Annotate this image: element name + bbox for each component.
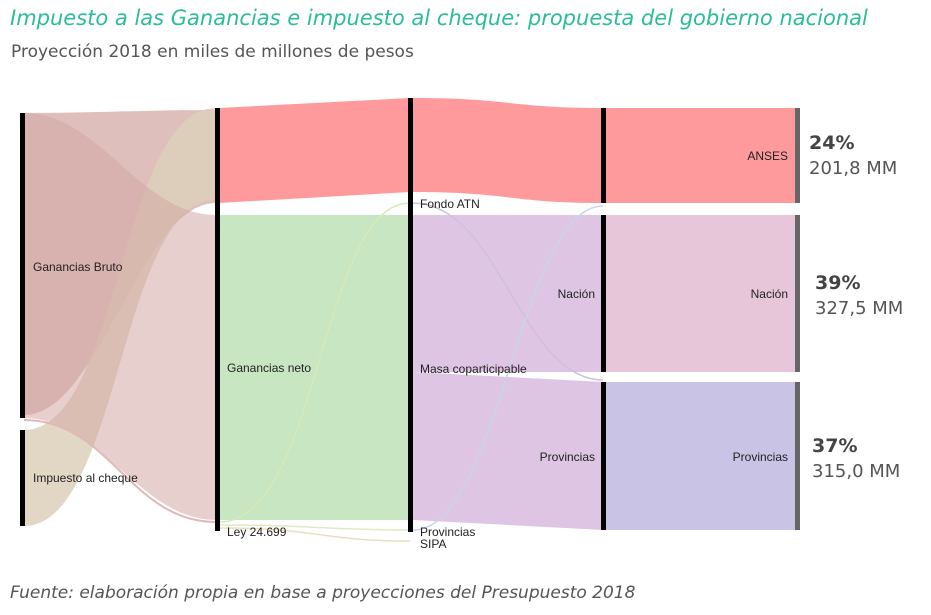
label-sipa: SIPA bbox=[420, 537, 446, 551]
link-anses-3 bbox=[606, 108, 796, 203]
node-nacion-mid bbox=[601, 215, 606, 372]
label-provincias-final: Provincias bbox=[733, 450, 788, 464]
sankey-nodes bbox=[20, 98, 800, 532]
node-provincias-mid bbox=[601, 382, 606, 530]
link-provincias-final bbox=[606, 382, 796, 530]
link-ley-sipa bbox=[218, 527, 411, 542]
label-ganancias-neto: Ganancias neto bbox=[227, 361, 311, 375]
result-bar-nacion bbox=[795, 215, 800, 372]
result-anses-amount: 201,8 MM bbox=[809, 158, 897, 179]
label-provincias-small: Provincias bbox=[420, 525, 475, 539]
link-masa-provincias bbox=[413, 372, 603, 530]
node-anses-mid bbox=[601, 108, 606, 203]
link-ley-provincias bbox=[218, 524, 411, 531]
link-ganancias-neto bbox=[24, 113, 216, 520]
node-column-2 bbox=[215, 108, 220, 531]
link-neto-masa bbox=[219, 215, 410, 520]
link-masa-nacion bbox=[413, 215, 603, 372]
label-fondo-atn: Fondo ATN bbox=[420, 197, 480, 211]
chart-subtitle: Proyección 2018 en miles de millones de … bbox=[11, 42, 414, 62]
result-nacion-pct: 39% bbox=[815, 272, 860, 294]
result-provincias-pct: 37% bbox=[812, 435, 857, 457]
link-provincias-small-final bbox=[412, 205, 604, 531]
link-anses-2 bbox=[413, 98, 603, 203]
node-ganancias-bruto bbox=[20, 113, 25, 418]
sankey-links bbox=[23, 98, 796, 542]
sankey-labels: Ganancias Bruto Impuesto al cheque Ganan… bbox=[33, 149, 788, 551]
label-nacion-final: Nación bbox=[751, 287, 788, 301]
result-nacion-amount: 327,5 MM bbox=[815, 298, 903, 319]
node-column-3 bbox=[408, 98, 413, 532]
chart-title: Impuesto a las Ganancias e impuesto al c… bbox=[10, 6, 868, 30]
link-ley-fondo bbox=[218, 202, 411, 523]
source-note: Fuente: elaboración propia en base a pro… bbox=[10, 583, 636, 603]
result-anses-pct: 24% bbox=[809, 132, 854, 154]
label-anses: ANSES bbox=[747, 149, 788, 163]
label-nacion-mid: Nación bbox=[558, 287, 595, 301]
result-provincias-amount: 315,0 MM bbox=[812, 461, 900, 482]
link-nacion-final bbox=[606, 215, 796, 372]
link-fondo-final bbox=[412, 202, 604, 381]
label-impuesto-cheque: Impuesto al cheque bbox=[33, 471, 138, 485]
label-provincias-mid: Provincias bbox=[540, 450, 595, 464]
link-cheque-ley bbox=[23, 419, 217, 523]
results: 24% 201,8 MM 39% 327,5 MM 37% 315,0 MM bbox=[809, 132, 903, 482]
label-ganancias-bruto: Ganancias Bruto bbox=[33, 260, 123, 274]
result-bar-anses bbox=[795, 108, 800, 203]
link-anses-1 bbox=[219, 98, 410, 203]
label-ley: Ley 24.699 bbox=[227, 525, 287, 539]
result-bar-provincias bbox=[795, 382, 800, 530]
node-impuesto-cheque bbox=[20, 430, 25, 526]
label-masa: Masa coparticipable bbox=[420, 362, 527, 376]
